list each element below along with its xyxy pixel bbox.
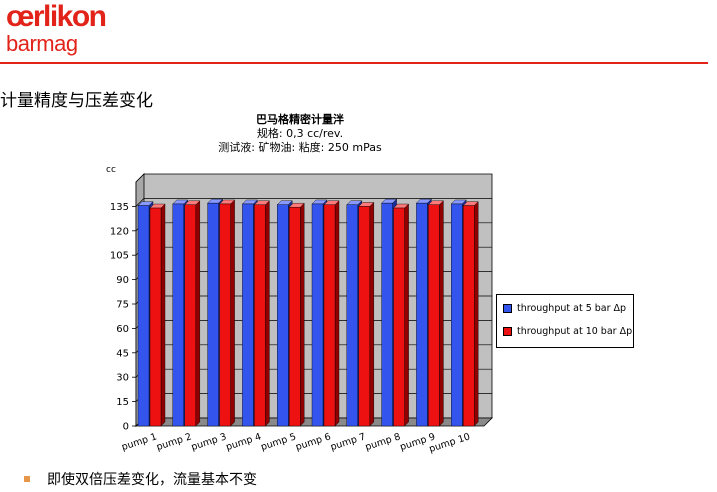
- y-tick-label: 135: [110, 202, 129, 213]
- legend-item-10bar: throughput at 10 bar Δp: [503, 326, 632, 337]
- bar: [277, 204, 289, 427]
- bar-side: [334, 200, 340, 427]
- oerlikon-barmag-logo: œrlikon barmag: [6, 0, 107, 56]
- chart-subtitle-fluid: 测试液: 矿物油: 粘度: 250 mPas: [218, 141, 382, 154]
- y-tick-label: 75: [116, 300, 129, 311]
- chart-title-block: 巴马格精密计量泮 规格: 0,3 cc/rev. 测试液: 矿物油: 粘度: 2…: [150, 113, 450, 155]
- y-tick-label: 15: [116, 397, 129, 408]
- bar: [149, 207, 162, 427]
- legend-swatch-10bar: [503, 327, 512, 336]
- bar: [346, 204, 358, 427]
- bar-side: [300, 202, 305, 427]
- x-tick-label: pump 3: [190, 431, 228, 453]
- bar-side: [404, 203, 409, 427]
- x-tick-label: pump 4: [225, 431, 263, 453]
- bar: [381, 202, 393, 427]
- bar: [358, 206, 370, 427]
- gridline: [135, 198, 492, 207]
- legend-item-5bar: throughput at 5 bar Δp: [503, 303, 626, 314]
- y-axis-label: cc: [106, 165, 116, 175]
- bar: [393, 207, 405, 427]
- legend-swatch-5bar: [503, 304, 512, 313]
- bar-side: [160, 203, 166, 427]
- chart-subtitle-spec: 规格: 0,3 cc/rev.: [256, 127, 344, 140]
- bullet-point: 即使双倍压差变化，流量基本不变: [24, 469, 257, 489]
- y-tick-label: 90: [116, 275, 129, 286]
- bar: [219, 203, 231, 427]
- bullet-square-icon: [24, 476, 30, 482]
- chart-legend: throughput at 5 bar Δp throughput at 10 …: [496, 294, 634, 348]
- x-tick-label: pump 8: [364, 431, 402, 453]
- bar: [463, 205, 475, 427]
- y-tick-label: 30: [116, 373, 129, 384]
- bar: [254, 204, 266, 427]
- bar-side: [474, 201, 479, 427]
- y-tick-label: 105: [110, 251, 129, 262]
- x-tick-label: pump 7: [329, 431, 367, 453]
- bar-side: [195, 200, 201, 427]
- bar: [451, 203, 463, 427]
- bar: [242, 203, 254, 427]
- bullet-text: 即使双倍压差变化，流量基本不变: [47, 472, 257, 488]
- y-tick-label: 45: [116, 348, 129, 359]
- bar: [184, 204, 197, 427]
- x-tick-label: pump 1: [120, 431, 158, 453]
- bar: [172, 203, 185, 427]
- legend-label-10bar: throughput at 10 bar Δp: [517, 326, 633, 337]
- slide-heading: 计量精度与压差变化: [0, 91, 153, 111]
- x-tick-label: pump 2: [155, 431, 193, 453]
- y-tick-label: 0: [123, 422, 129, 433]
- chart-title: 巴马格精密计量泮: [256, 113, 344, 126]
- legend-label-5bar: throughput at 5 bar Δp: [517, 303, 627, 314]
- bar-side: [230, 199, 235, 427]
- y-tick-label: 60: [116, 324, 129, 335]
- logo-subtitle: barmag: [6, 31, 78, 56]
- bar: [416, 202, 428, 427]
- bar: [311, 203, 324, 427]
- bar-side: [369, 201, 374, 427]
- bar-side: [265, 200, 270, 427]
- bar: [137, 205, 150, 427]
- bar: [289, 207, 301, 427]
- x-tick-label: pump 5: [260, 431, 298, 453]
- bar: [207, 202, 219, 427]
- logo-wordmark: œrlikon: [6, 0, 107, 33]
- header-divider: [0, 62, 708, 64]
- bar-side: [439, 200, 444, 427]
- bar: [428, 204, 440, 427]
- y-tick-label: 120: [110, 226, 129, 237]
- x-tick-label: pump 6: [294, 431, 332, 453]
- bar: [323, 204, 336, 427]
